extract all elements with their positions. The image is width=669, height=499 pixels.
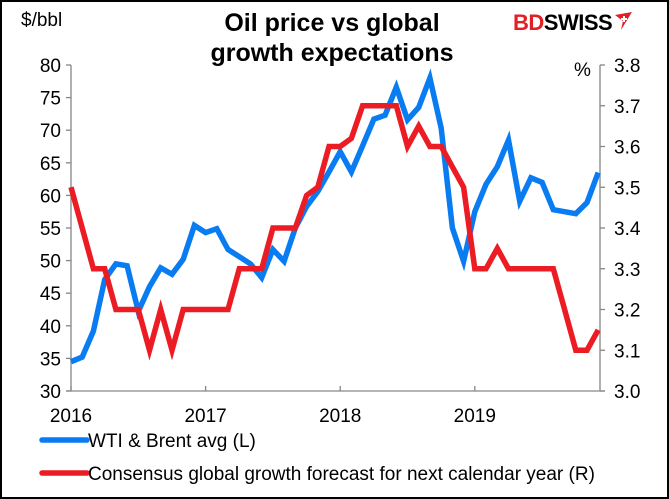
right-y-tick-label: 3.5 xyxy=(614,178,640,199)
left-y-tick-label: 30 xyxy=(40,382,61,403)
x-tick-label: 2019 xyxy=(454,406,496,427)
chart-title: Oil price vs global growth expectations xyxy=(152,8,512,68)
left-y-tick-label: 75 xyxy=(40,89,61,110)
right-y-tick-label: 3.3 xyxy=(614,260,640,281)
left-y-tick-label: 80 xyxy=(40,56,61,77)
x-tick-label: 2016 xyxy=(50,406,92,427)
left-y-tick-label: 65 xyxy=(40,154,61,175)
legend-label-wti-brent: WTI & Brent avg (L) xyxy=(88,431,256,452)
right-y-tick-label: 3.4 xyxy=(614,219,641,240)
brand-logo: BDSWISS xyxy=(513,11,633,35)
legend-label-growth-forecast: Consensus global growth forecast for nex… xyxy=(88,464,595,485)
left-y-tick-label: 45 xyxy=(40,284,61,305)
right-y-tick-label: 3.2 xyxy=(614,301,640,322)
growth-forecast-line xyxy=(68,102,601,361)
right-axis-unit-label: % xyxy=(574,60,591,81)
chart-title-line-2: growth expectations xyxy=(210,39,454,67)
right-y-tick-label: 3.0 xyxy=(614,382,640,403)
x-tick-label: 2018 xyxy=(319,406,361,427)
legend: WTI & Brent avg (L) Consensus global grow… xyxy=(39,431,595,485)
logo-text-bd: BD xyxy=(513,10,544,35)
logo-text-swiss: SWISS xyxy=(543,10,613,35)
series-group xyxy=(68,68,601,365)
axes: 30 35 40 45 50 55 60 65 70 75 80 3.0 3.1 3.2 3.3 3.4 3.5… xyxy=(40,56,641,427)
right-y-tick-label: 3.1 xyxy=(614,341,640,362)
wti-brent-line xyxy=(69,68,601,365)
left-y-tick-label: 70 xyxy=(40,121,61,142)
left-y-tick-label: 55 xyxy=(40,219,61,240)
left-y-tick-label: 40 xyxy=(40,317,61,338)
x-tick-label: 2017 xyxy=(184,406,226,427)
left-axis-unit-label: $/bbl xyxy=(21,10,63,31)
right-y-tick-label: 3.6 xyxy=(614,138,640,159)
left-y-tick-label: 60 xyxy=(40,186,61,207)
chart-title-line-1: Oil price vs global xyxy=(224,9,440,37)
left-y-tick-label: 35 xyxy=(40,349,61,370)
right-y-tick-label: 3.7 xyxy=(614,97,640,118)
right-y-tick-label: 3.8 xyxy=(614,56,640,77)
swiss-cross-flag-icon xyxy=(615,12,633,30)
left-y-tick-label: 50 xyxy=(40,252,61,273)
